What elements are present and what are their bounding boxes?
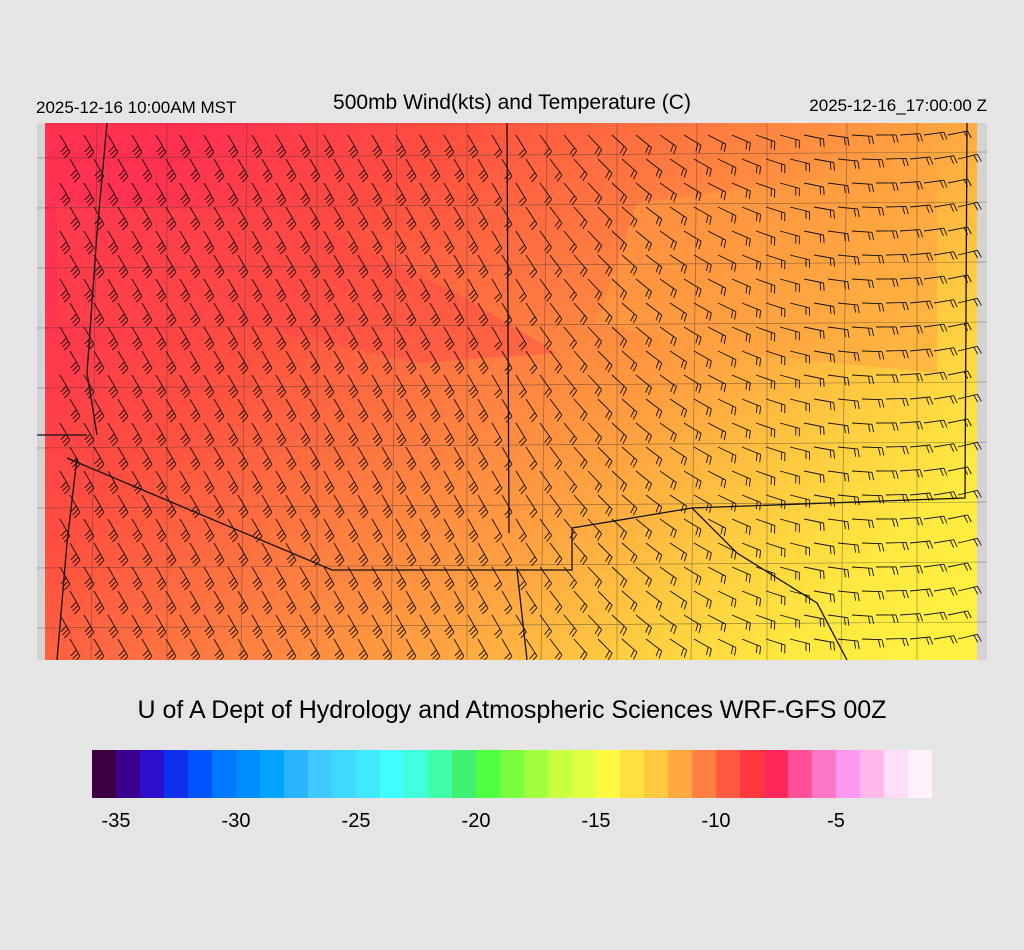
- colorbar-swatch: [908, 750, 932, 798]
- colorbar-swatch: [332, 750, 356, 798]
- colorbar-swatch: [236, 750, 260, 798]
- colorbar-swatch: [140, 750, 164, 798]
- colorbar-swatch: [860, 750, 884, 798]
- colorbar-swatch: [188, 750, 212, 798]
- colorbar-swatch: [500, 750, 524, 798]
- colorbar-swatch: [644, 750, 668, 798]
- colorbar-swatch: [764, 750, 788, 798]
- colorbar-swatch: [380, 750, 404, 798]
- colorbar-swatch: [356, 750, 380, 798]
- colorbar-swatch: [836, 750, 860, 798]
- temperature-wind-map: [37, 123, 987, 660]
- colorbar-tick-label: -20: [461, 810, 491, 832]
- colorbar-swatch: [308, 750, 332, 798]
- map-title: 500mb Wind(kts) and Temperature (C): [333, 91, 691, 114]
- colorbar-tick-label: -25: [341, 810, 371, 832]
- colorbar-swatch: [164, 750, 188, 798]
- colorbar-swatch: [572, 750, 596, 798]
- colorbar-swatch: [476, 750, 500, 798]
- colorbar-swatch: [884, 750, 908, 798]
- cold-band: [57, 203, 557, 363]
- colorbar-swatch: [620, 750, 644, 798]
- credit-label: U of A Dept of Hydrology and Atmospheric…: [137, 696, 887, 724]
- colorbar-swatch: [812, 750, 836, 798]
- local-time-label: 2025-12-16 10:00AM MST: [36, 98, 237, 117]
- colorbar-tick-label: -30: [221, 810, 251, 832]
- colorbar-tick-label: -35: [101, 810, 131, 832]
- colorbar-swatch: [116, 750, 140, 798]
- colorbar-swatch: [212, 750, 236, 798]
- colorbar-swatch: [404, 750, 428, 798]
- colorbar-swatch: [692, 750, 716, 798]
- colorbar-swatch: [596, 750, 620, 798]
- temperature-colorbar: [92, 750, 932, 798]
- colorbar-swatch: [524, 750, 548, 798]
- colorbar-swatch: [716, 750, 740, 798]
- colorbar-swatch: [428, 750, 452, 798]
- colorbar-swatch: [92, 750, 116, 798]
- colorbar-tick-label: -10: [701, 810, 731, 832]
- colorbar-swatch: [260, 750, 284, 798]
- state-borders: [37, 123, 968, 660]
- colorbar-tick-label: -5: [827, 810, 845, 832]
- colorbar-swatch: [788, 750, 812, 798]
- colorbar-swatch: [548, 750, 572, 798]
- valid-time-label: 2025-12-16_17:00:00 Z: [809, 96, 987, 115]
- colorbar-tick-label: -15: [581, 810, 611, 832]
- colorbar-swatch: [284, 750, 308, 798]
- wind-barbs: [59, 130, 982, 660]
- colorbar-swatch: [668, 750, 692, 798]
- colorbar-swatch: [740, 750, 764, 798]
- colorbar-swatch: [452, 750, 476, 798]
